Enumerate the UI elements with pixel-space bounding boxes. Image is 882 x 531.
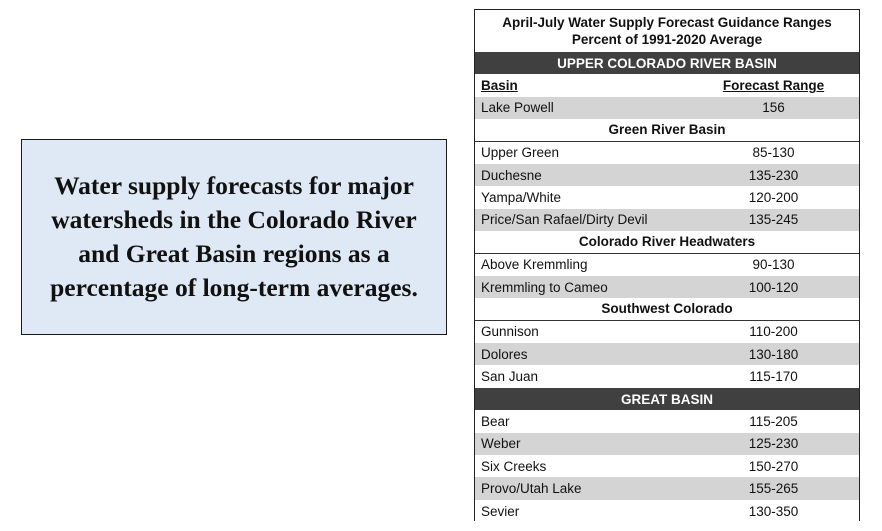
range-cell: 130-180 <box>748 346 799 362</box>
table-row: Bear 115-205 <box>475 410 859 433</box>
table-row: San Juan 115-170 <box>475 365 859 388</box>
basin-cell: San Juan <box>481 369 539 385</box>
table-row: Dolores 130-180 <box>475 343 859 366</box>
range-cell: 100-120 <box>748 279 799 295</box>
basin-cell: Provo/Utah Lake <box>481 481 582 497</box>
table-row: Yampa/White 120-200 <box>475 186 859 209</box>
basin-cell: Upper Green <box>481 145 560 161</box>
range-cell: 120-200 <box>748 190 799 206</box>
basin-cell: Kremmling to Cameo <box>481 279 608 295</box>
table-row: Sevier 130-350 <box>475 499 859 523</box>
table-row: Price/San Rafael/Dirty Devil 135-245 <box>475 208 859 232</box>
section-header-great-basin: GREAT BASIN <box>475 387 859 411</box>
basin-cell: Duchesne <box>481 167 542 183</box>
basin-cell: Bear <box>481 413 510 429</box>
basin-cell: Dolores <box>481 346 528 362</box>
range-cell: 85-130 <box>752 145 795 161</box>
range-cell: 135-245 <box>748 212 799 228</box>
basin-cell: Sevier <box>481 503 520 519</box>
range-cell: 110-200 <box>749 324 798 340</box>
table-row: Upper Green 85-130 <box>475 141 859 164</box>
range-cell: 156 <box>762 100 785 116</box>
basin-cell: Price/San Rafael/Dirty Devil <box>481 212 648 228</box>
table-row: Above Kremmling 90-130 <box>475 253 859 276</box>
range-cell: 115-205 <box>749 413 798 429</box>
table-row: Gunnison 110-200 <box>475 320 859 344</box>
range-cell: 150-270 <box>748 458 799 474</box>
table-row: Lake Powell 156 <box>475 96 859 120</box>
forecast-table: April-July Water Supply Forecast Guidanc… <box>474 9 860 523</box>
range-cell: 155-265 <box>748 481 799 497</box>
basin-cell: Gunnison <box>481 324 539 340</box>
table-row: Kremmling to Cameo 100-120 <box>475 275 859 299</box>
subsection-header-southwest: Southwest Colorado <box>475 298 859 321</box>
subsection-header-headwaters: Colorado River Headwaters <box>475 231 859 254</box>
table-row: Weber 125-230 <box>475 432 859 456</box>
table-row: Provo/Utah Lake 155-265 <box>475 477 859 500</box>
table-title: April-July Water Supply Forecast Guidanc… <box>475 10 859 52</box>
range-cell: 125-230 <box>748 436 799 452</box>
table-title-line1: April-July Water Supply Forecast Guidanc… <box>502 15 832 30</box>
basin-cell: Lake Powell <box>481 100 554 116</box>
description-callout: Water supply forecasts for major watersh… <box>21 139 447 335</box>
column-header-forecast-range: Forecast Range <box>722 78 825 94</box>
basin-cell: Six Creeks <box>481 458 547 474</box>
range-cell: 90-130 <box>752 257 795 273</box>
table-row: Six Creeks 150-270 <box>475 455 859 478</box>
callout-text: Water supply forecasts for major watersh… <box>50 171 418 302</box>
basin-cell: Yampa/White <box>481 190 562 206</box>
range-cell: 115-170 <box>749 369 798 385</box>
column-header-basin: Basin <box>481 78 518 94</box>
subsection-header-green-river: Green River Basin <box>475 119 859 142</box>
basin-cell: Weber <box>481 436 521 452</box>
section-header-upper-colorado: UPPER COLORADO RIVER BASIN <box>475 52 859 75</box>
table-row: Duchesne 135-230 <box>475 163 859 187</box>
range-cell: 130-350 <box>748 503 799 519</box>
table-title-line2: Percent of 1991-2020 Average <box>571 32 763 47</box>
range-cell: 135-230 <box>748 167 799 183</box>
basin-cell: Above Kremmling <box>481 257 588 273</box>
column-header-row: Basin Forecast Range <box>475 74 859 97</box>
